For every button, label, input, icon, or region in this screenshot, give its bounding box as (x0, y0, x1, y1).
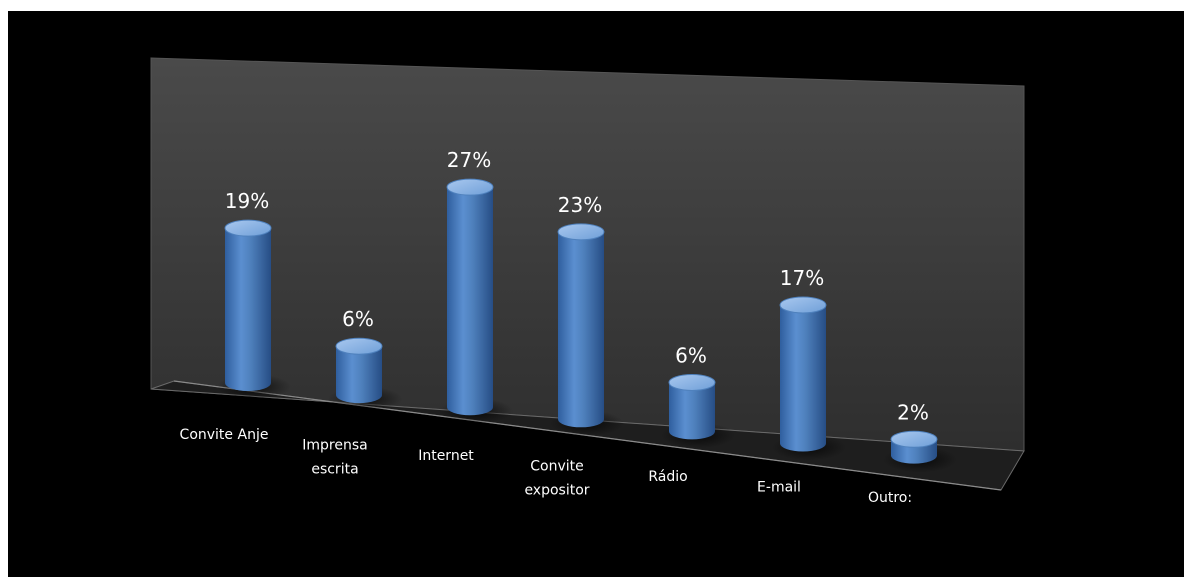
data-label: 6% (675, 344, 707, 368)
category-label: Rádio (648, 469, 687, 485)
bar-body (225, 228, 271, 391)
bar-cylinder (217, 219, 291, 400)
bar-cylinder (772, 296, 846, 461)
bar-body (558, 231, 604, 428)
chart-frame: 19% Convite Anje 6% Imprensa escrita 27% Inter… (8, 11, 1184, 577)
bar-cylinder (550, 223, 624, 437)
bar-cylinder (439, 178, 513, 425)
data-label: 17% (780, 266, 824, 290)
bar-body (669, 382, 715, 440)
bar-top-cap (557, 223, 605, 241)
bar-top-cap (446, 178, 494, 196)
bar-top-cap (335, 337, 383, 355)
bar-top-cap (668, 374, 716, 391)
bar-cylinder (661, 374, 735, 449)
data-label: 19% (225, 189, 269, 213)
bar-top-cap (224, 219, 272, 237)
bar-body (447, 187, 493, 416)
bar-top-cap (779, 296, 827, 314)
category-label: Internet (418, 448, 474, 464)
bar-body (780, 304, 826, 452)
data-label: 6% (342, 307, 374, 331)
category-label: E-mail (757, 480, 801, 496)
category-label: Convite Anje (180, 427, 269, 443)
bar-cylinder (328, 337, 402, 413)
chart-plot: 19% Convite Anje 6% Imprensa escrita 27% Inter… (150, 57, 1025, 506)
bar-cylinder (883, 430, 957, 473)
bars-layer (217, 178, 957, 473)
data-label: 27% (447, 148, 491, 172)
labels-layer: 19% Convite Anje 6% Imprensa escrita 27% Inter… (180, 148, 929, 506)
category-label: escrita (311, 462, 358, 478)
data-label: 23% (558, 193, 602, 217)
data-label: 2% (897, 400, 929, 424)
category-label: Outro: (868, 490, 912, 506)
category-label: Imprensa (302, 438, 367, 454)
bar-top-cap (890, 430, 938, 448)
category-label: Convite (530, 459, 584, 475)
category-label: expositor (524, 483, 589, 499)
bar-body (336, 346, 382, 404)
